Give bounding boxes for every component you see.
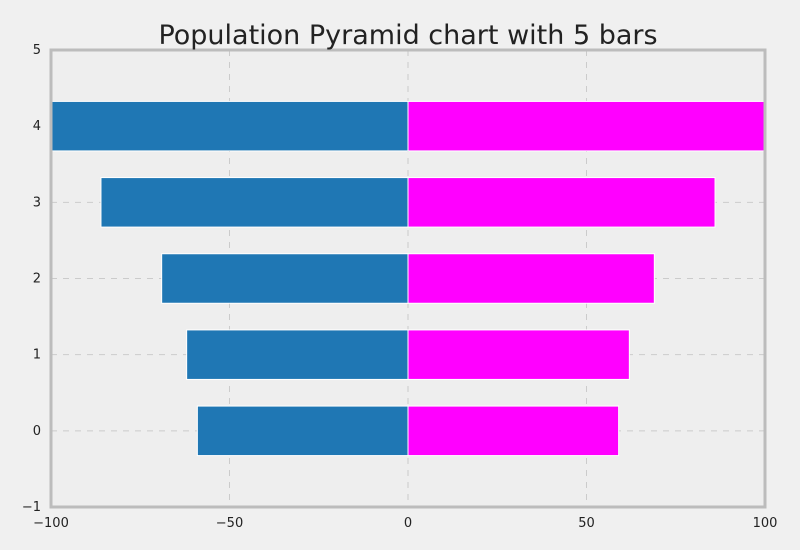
bar-left-4 [50,100,409,152]
bar-left-0 [196,405,409,457]
bar-right-4 [407,100,766,152]
bar-left-1 [186,329,409,380]
ticks-layer: −100 −50 0 50 100 −1 0 1 2 3 4 5 [22,43,778,531]
chart-title: Population Pyramid chart with 5 bars [158,20,657,51]
x-tick-label: 100 [753,516,778,531]
bars-layer [50,100,766,457]
x-tick-label: 50 [578,516,595,531]
bar-right-3 [407,177,716,228]
y-tick-label: 2 [33,272,41,287]
y-tick-label: 5 [33,43,41,58]
bar-right-1 [407,329,630,380]
bar-left-3 [100,177,409,228]
bar-left-2 [161,253,409,304]
y-tick-label: 3 [33,195,41,210]
bar-right-2 [407,253,655,304]
y-tick-label: 4 [33,119,41,134]
x-tick-label: 0 [404,516,412,531]
plot-frame [49,48,767,509]
y-tick-label: 0 [33,424,41,439]
y-tick-label: 1 [33,348,41,363]
y-tick-label: −1 [22,500,41,515]
x-tick-label: −100 [33,516,69,531]
x-tick-label: −50 [216,516,243,531]
bar-right-0 [407,405,620,457]
